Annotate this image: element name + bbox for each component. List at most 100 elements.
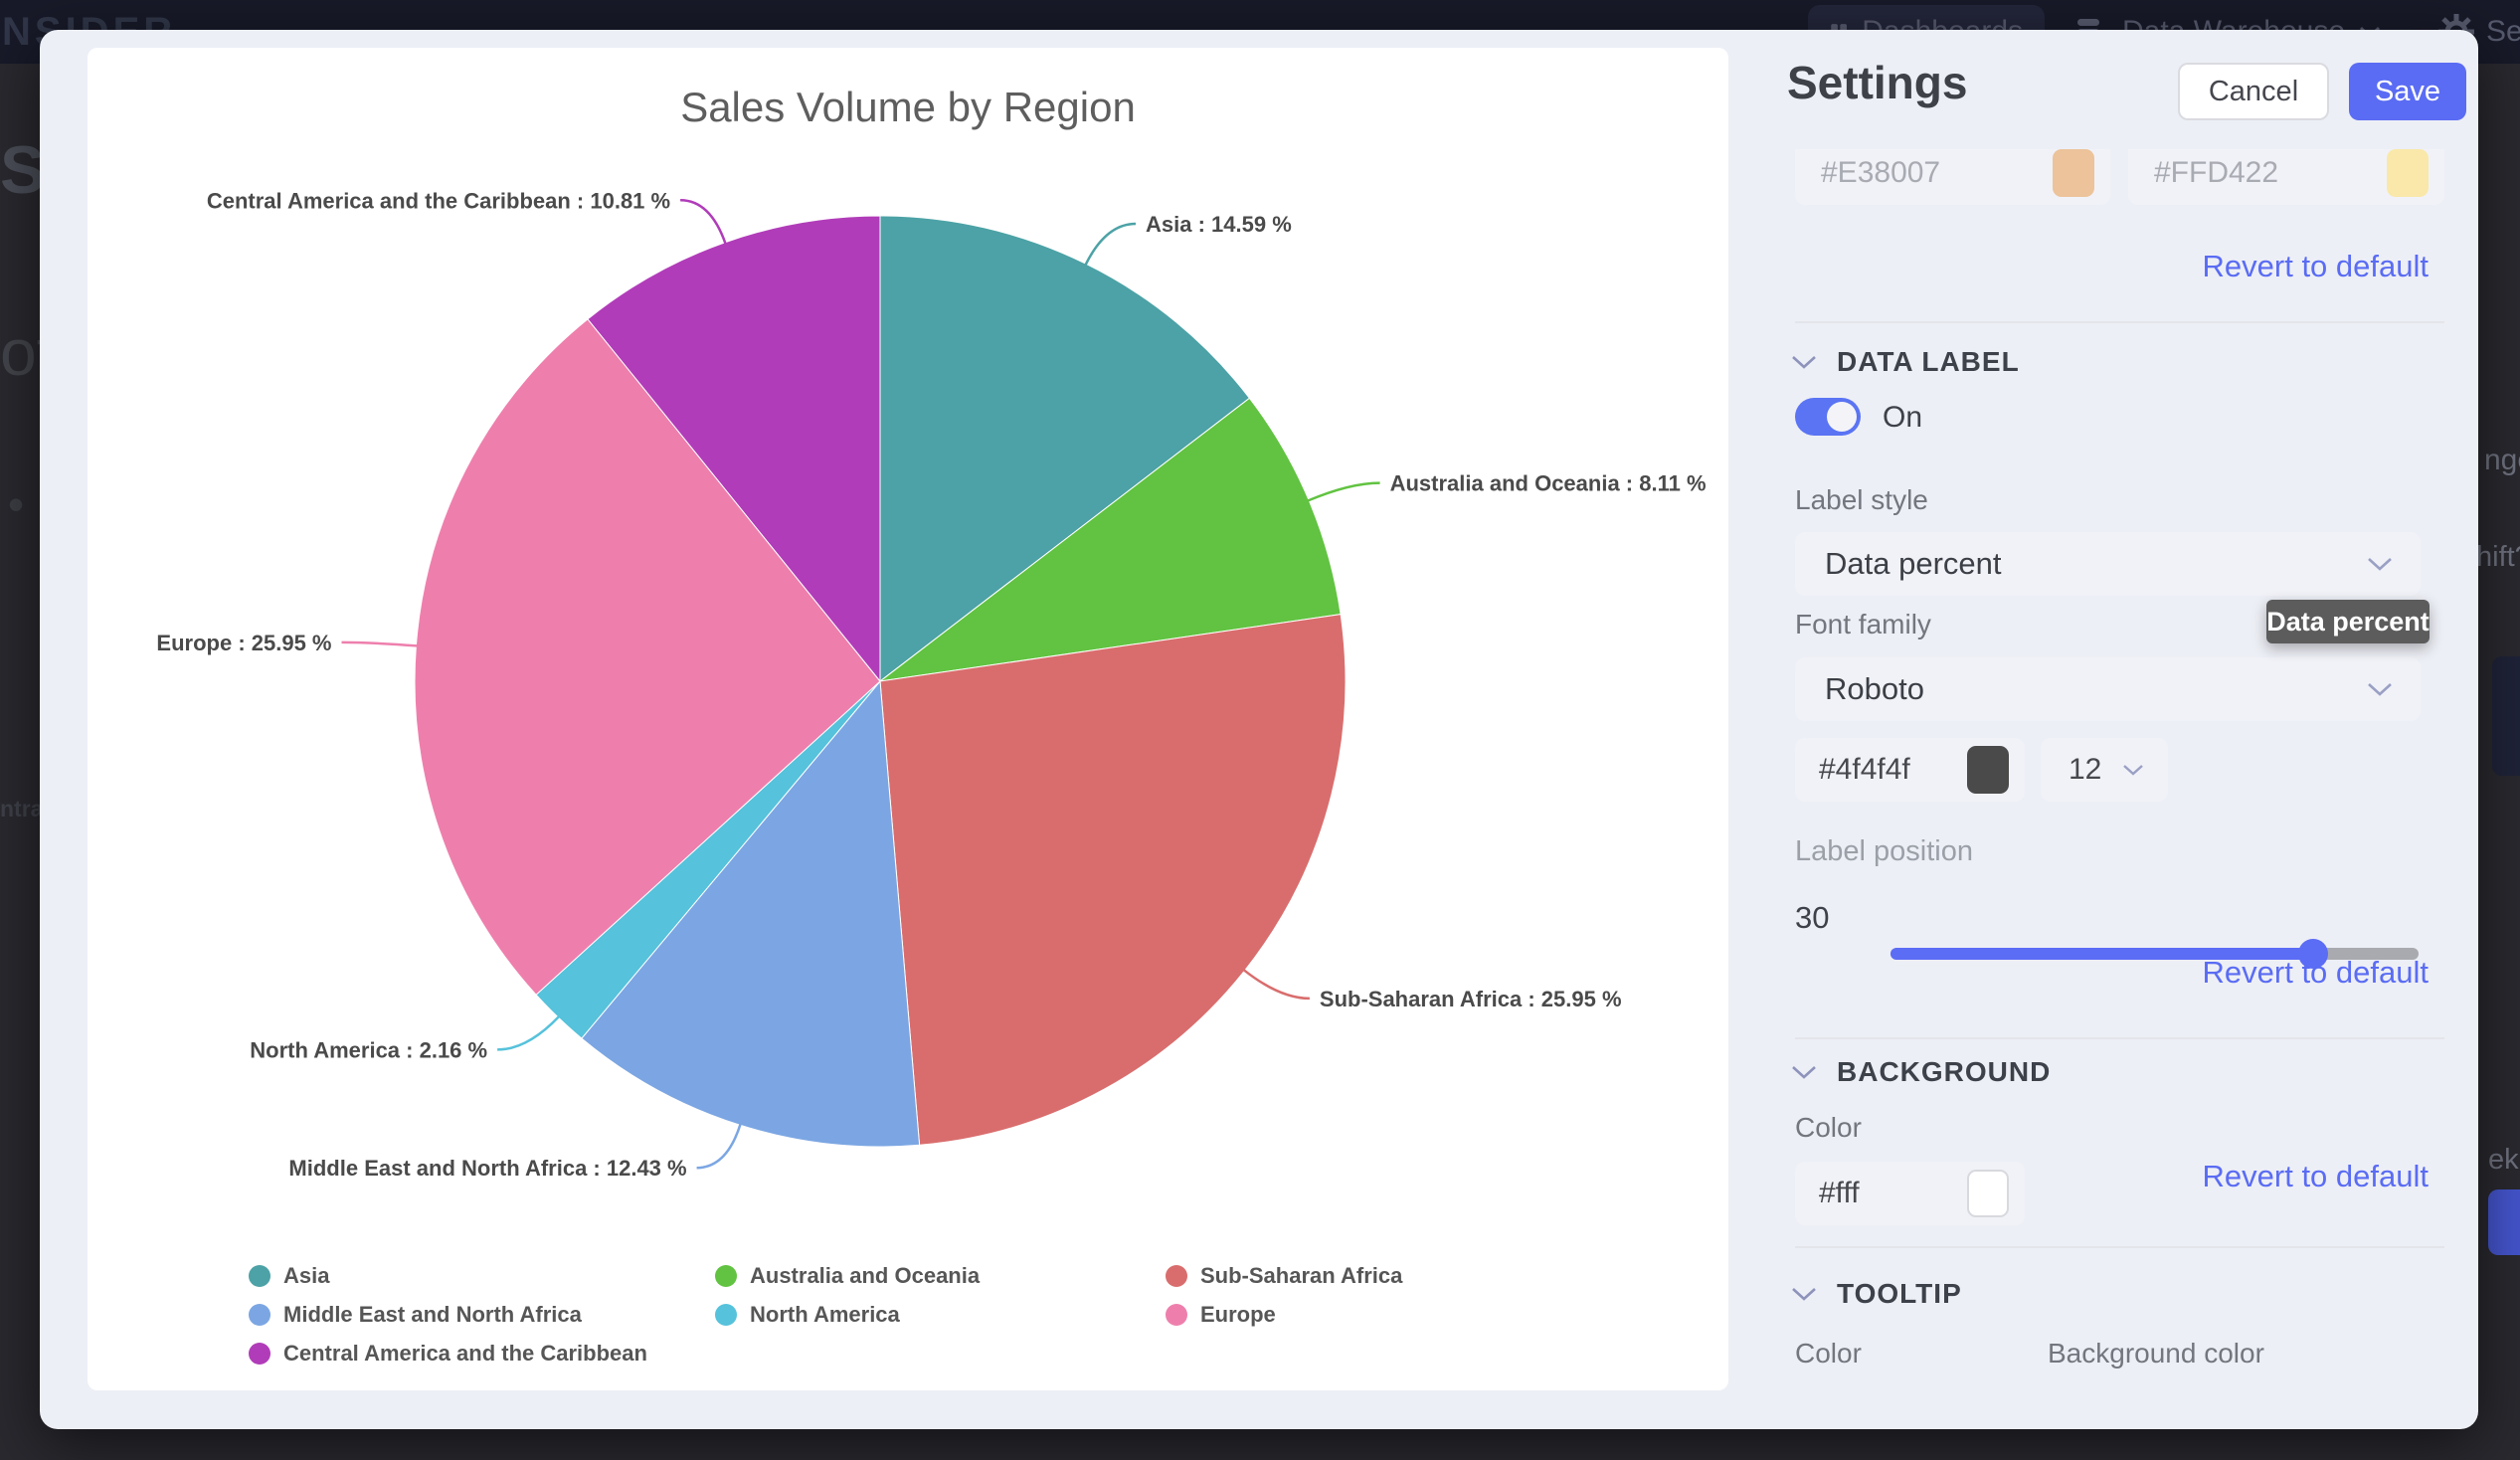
pie-label-central-america-and-the-caribbean: Central America and the Caribbean : 10.8… (207, 188, 670, 213)
tooltip-color-label: Color (1795, 1338, 1862, 1369)
section-title: BACKGROUND (1837, 1056, 2052, 1087)
color-swatch[interactable] (2387, 149, 2429, 197)
color-hex-value: #E38007 (1821, 156, 1941, 189)
font-size-value: 12 (2069, 753, 2102, 786)
series-color-input[interactable]: #E38007 (1795, 149, 2110, 205)
legend-label: Australia and Oceania (750, 1263, 981, 1288)
dropdown-tooltip: Data percent (2266, 600, 2430, 643)
pie-leader-line (1084, 222, 1137, 266)
pie-leader-line (1307, 481, 1380, 502)
label-style-dropdown[interactable]: Data percent (1795, 532, 2421, 596)
font-color-value: #4f4f4f (1819, 753, 1910, 786)
font-family-dropdown[interactable]: Roboto (1795, 657, 2421, 721)
legend-label: Europe (1200, 1302, 1276, 1327)
legend-item-middle-east-and-north-africa[interactable]: Middle East and North Africa (249, 1302, 715, 1328)
chevron-down-icon (1792, 1065, 1816, 1079)
legend-dot (249, 1304, 270, 1326)
save-button[interactable]: Save (2349, 63, 2466, 120)
revert-to-default-link[interactable]: Revert to default (2202, 1159, 2429, 1193)
legend-dot (715, 1304, 737, 1326)
chevron-down-icon (1792, 355, 1816, 369)
pie-label-middle-east-and-north-africa: Middle East and North Africa : 12.43 % (288, 1156, 686, 1181)
backdrop-button-fragment (2492, 656, 2520, 776)
section-title: TOOLTIP (1837, 1278, 1962, 1309)
toggle-state-label: On (1883, 401, 1923, 434)
section-divider (1795, 321, 2444, 323)
legend-dot (1166, 1265, 1187, 1287)
data-label-toggle[interactable] (1795, 398, 1861, 436)
label-position-label: Label position (1795, 835, 1973, 867)
label-style-value: Data percent (1825, 546, 2002, 581)
legend-dot (249, 1265, 270, 1287)
pie-leader-line (680, 199, 727, 245)
background-color-value: #fff (1819, 1177, 1860, 1209)
toggle-thumb (1827, 402, 1857, 432)
chevron-down-icon (1792, 1287, 1816, 1301)
pie-label-asia: Asia : 14.59 % (1146, 212, 1292, 237)
legend-item-europe[interactable]: Europe (1166, 1302, 1402, 1328)
legend-dot (715, 1265, 737, 1287)
chart-settings-modal: Sales Volume by Region Asia : 14.59 % Aus… (40, 30, 2478, 1429)
series-color-input[interactable]: #FFD422 (2128, 149, 2444, 205)
pie-label-sub-saharan-africa: Sub-Saharan Africa : 25.95 % (1320, 987, 1622, 1011)
legend-label: Sub-Saharan Africa (1200, 1263, 1403, 1288)
section-title: DATA LABEL (1837, 346, 2020, 377)
pie-leader-line (341, 640, 418, 647)
font-color-input[interactable]: #4f4f4f (1795, 738, 2025, 802)
pie-label-australia-and-oceania: Australia and Oceania : 8.11 % (1390, 471, 1707, 496)
section-header-tooltip[interactable]: TOOLTIP (1791, 1278, 1962, 1310)
legend-dot (249, 1343, 270, 1365)
section-divider (1795, 1246, 2444, 1248)
legend-item-australia-and-oceania[interactable]: Australia and Oceania (715, 1263, 1166, 1289)
legend-item-north-america[interactable]: North America (715, 1302, 1166, 1328)
color-swatch[interactable] (2053, 149, 2094, 197)
pie-chart: Asia : 14.59 % Australia and Oceania : 8.… (156, 188, 1707, 1181)
section-header-data-label[interactable]: DATA LABEL (1791, 346, 2020, 378)
label-style-label: Label style (1795, 484, 1928, 515)
settings-scroll-area[interactable]: #E38007 #FFD422 Revert to default DATA L… (1763, 149, 2478, 1429)
chevron-down-icon (2123, 764, 2143, 776)
chevron-down-icon (2368, 557, 2392, 571)
settings-panel: Settings Cancel Save #E38007 #FFD422 Rev… (1763, 30, 2478, 1429)
background-color-swatch[interactable] (1967, 1170, 2009, 1217)
backdrop-right-fragment: ek (2488, 1144, 2519, 1176)
chart-card: Sales Volume by Region Asia : 14.59 % Aus… (88, 48, 1728, 1390)
nav-settings-label: Se (2486, 15, 2520, 48)
legend-item-asia[interactable]: Asia (249, 1263, 715, 1289)
legend-label: Asia (283, 1263, 330, 1288)
chevron-down-icon (2368, 682, 2392, 696)
font-size-dropdown[interactable]: 12 (2041, 738, 2168, 802)
legend-item-sub-saharan-africa[interactable]: Sub-Saharan Africa (1166, 1263, 1402, 1289)
tooltip-background-color-label: Background color (2048, 1338, 2264, 1369)
font-family-value: Roboto (1825, 671, 1924, 706)
legend-dot (1166, 1304, 1187, 1326)
revert-to-default-link[interactable]: Revert to default (2202, 955, 2429, 990)
legend-label: Central America and the Caribbean (283, 1341, 647, 1366)
font-color-swatch[interactable] (1967, 746, 2009, 794)
pie-leader-line (696, 1124, 742, 1170)
label-position-slider[interactable] (1890, 939, 2419, 969)
color-hex-value: #FFD422 (2154, 156, 2279, 189)
settings-panel-title: Settings (1787, 57, 1968, 108)
slider-fill (1890, 948, 2313, 960)
pie-leader-line (1243, 969, 1310, 1001)
legend-item-central-america-and-the-caribbean[interactable]: Central America and the Caribbean (249, 1341, 715, 1367)
pie-label-europe: Europe : 25.95 % (156, 631, 331, 655)
section-divider (1795, 1037, 2444, 1039)
chart-title: Sales Volume by Region (680, 84, 1136, 130)
slider-thumb[interactable] (2297, 939, 2328, 969)
background-color-label: Color (1795, 1112, 1862, 1143)
pie-slice-sub-saharan-africa[interactable] (879, 614, 1347, 1146)
legend-label: Middle East and North Africa (283, 1302, 582, 1327)
cancel-button[interactable]: Cancel (2178, 63, 2329, 120)
pie-leader-line (497, 1015, 560, 1051)
pie-label-north-america: North America : 2.16 % (250, 1037, 487, 1062)
revert-to-default-link[interactable]: Revert to default (2202, 249, 2429, 283)
background-color-input[interactable]: #fff (1795, 1162, 2025, 1225)
backdrop-bullet-fragment: • (8, 478, 25, 530)
backdrop-right-fragment: hift? (2476, 541, 2520, 573)
backdrop-right-fragment: nge (2484, 444, 2520, 476)
section-header-background[interactable]: BACKGROUND (1791, 1056, 2051, 1088)
font-family-label: Font family (1795, 609, 1931, 639)
backdrop-button-fragment (2488, 1189, 2520, 1255)
